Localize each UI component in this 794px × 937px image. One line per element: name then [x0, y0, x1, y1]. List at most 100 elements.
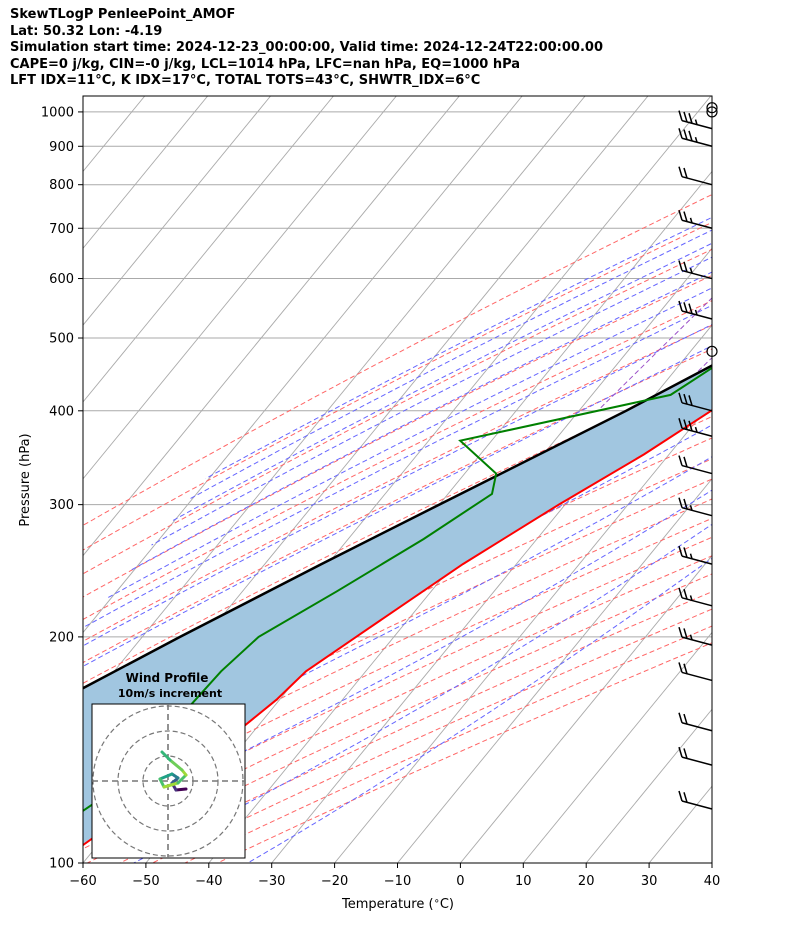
- y-tick-label: 800: [49, 178, 74, 193]
- wind-barb-flag: [678, 790, 683, 802]
- dry-adiabat-line: [152, 608, 712, 863]
- hodograph-subtitle: 10m/s increment: [118, 687, 222, 700]
- y-tick-label: 500: [49, 332, 74, 347]
- x-tick-label: −50: [132, 874, 159, 889]
- wind-barb-flag: [678, 587, 683, 599]
- stability-line: CAPE=0 j/kg, CIN=-0 j/kg, LCL=1014 hPa, …: [10, 56, 521, 72]
- wind-barbs: [678, 102, 718, 810]
- y-tick-label: 400: [49, 404, 74, 419]
- hodograph-trace-segment: [160, 750, 172, 762]
- y-tick-label: 900: [49, 140, 74, 155]
- wind-barb-flag: [683, 211, 688, 222]
- isotherm-line: [83, 96, 586, 711]
- wind-barb-half: [694, 119, 698, 125]
- wind-barb-staff: [681, 756, 713, 766]
- wind-barb-staff: [681, 402, 713, 412]
- time-line: Simulation start time: 2024-12-23_00:00:…: [10, 40, 603, 55]
- x-tick-label: 30: [641, 874, 658, 889]
- isotherm-line: [83, 96, 271, 326]
- wind-barb-staff: [681, 597, 713, 607]
- wind-barb-half: [689, 217, 693, 224]
- dry-adiabat-line: [119, 591, 712, 863]
- x-tick-label: 40: [704, 874, 721, 889]
- wind-barb-flag: [688, 130, 693, 142]
- isotherm-line: [145, 170, 712, 863]
- wind-barb-flag: [678, 260, 683, 271]
- dry-adiabat-line: [83, 193, 712, 526]
- wind-barb-flag: [683, 588, 688, 600]
- dry-adiabat-line: [83, 300, 712, 621]
- chart-title: SkewTLogP PenleePoint_AMOF: [10, 7, 236, 22]
- wind-barb-flag: [688, 420, 693, 432]
- isotherm-line: [460, 554, 712, 863]
- moist-adiabat-line: [106, 287, 712, 599]
- moist-adiabat-line: [205, 216, 712, 479]
- wind-barb-staff: [681, 506, 713, 517]
- index-line: LFT IDX=11°C, K IDX=17°C, TOTAL TOTS=43°…: [10, 73, 481, 88]
- y-tick-label: 200: [49, 630, 74, 645]
- moist-adiabat-line: [83, 489, 712, 835]
- wind-barb-flag: [683, 419, 688, 430]
- isotherm-line: [83, 96, 209, 250]
- hodograph-trace-segment: [176, 773, 188, 785]
- x-tick-label: −40: [195, 874, 222, 889]
- dry-adiabat-line: [217, 642, 712, 863]
- wind-barb-half: [694, 309, 698, 316]
- wind-barb-flag: [678, 110, 683, 121]
- isotherm-line: [711, 862, 712, 863]
- wind-barb-staff: [681, 310, 713, 320]
- mixing-ratio-line: [705, 404, 712, 412]
- wind-barb-flag: [678, 545, 683, 557]
- wind-barb-staff: [681, 427, 713, 437]
- y-axis-label: Pressure (hPa): [18, 433, 33, 526]
- isotherm-line: [585, 708, 712, 863]
- wind-barb-flag: [678, 626, 683, 638]
- wind-barb-flag: [683, 261, 688, 273]
- wind-barb-flag: [683, 547, 688, 558]
- wind-barb-flag: [678, 712, 683, 723]
- x-axis-label: Temperature (∘C): [341, 896, 454, 912]
- isotherm-line: [0, 96, 82, 863]
- moist-adiabat-line: [83, 345, 712, 667]
- dry-adiabat-line: [83, 221, 712, 551]
- hodograph-trace-segment: [158, 772, 174, 781]
- wind-barb-flag: [683, 129, 688, 140]
- wind-barb-flag: [683, 713, 688, 725]
- hodograph-trace-segment: [168, 758, 184, 772]
- wind-barb-half: [689, 267, 693, 274]
- mixing-ratio-line: [597, 297, 712, 412]
- wind-barb-flag: [683, 302, 688, 313]
- wind-barb-flag: [688, 113, 693, 124]
- moist-adiabat-line: [83, 456, 712, 789]
- wind-barb-flag: [678, 392, 683, 404]
- wind-barb-staff: [681, 636, 713, 646]
- wind-barb-staff: [681, 555, 713, 565]
- wind-barb-flag: [678, 300, 683, 312]
- wind-barb-flag: [678, 746, 683, 758]
- wind-barb-staff: [681, 219, 713, 229]
- y-tick-label: 300: [49, 498, 74, 513]
- dry-adiabat-line: [83, 274, 712, 598]
- x-tick-label: −10: [384, 874, 411, 889]
- wind-barb-half: [689, 505, 693, 511]
- mixing-ratio-line: [656, 357, 712, 412]
- wind-barb-half: [689, 595, 693, 601]
- wind-barb-staff: [681, 671, 713, 682]
- moist-adiabat-line: [189, 229, 712, 500]
- wind-barb-staff: [681, 269, 713, 280]
- wind-barb-half: [689, 553, 693, 559]
- parcel-line: [83, 364, 712, 690]
- wind-barb-half: [694, 136, 698, 143]
- wind-barb-flag: [683, 456, 688, 468]
- wind-barb-staff: [681, 119, 713, 130]
- isotherm-line: [83, 96, 397, 480]
- location-line: Lat: 50.32 Lon: -4.19: [10, 23, 163, 39]
- y-tick-label: 700: [49, 222, 74, 237]
- hodograph-title: Wind Profile: [126, 671, 209, 685]
- isotherm-line: [83, 96, 334, 403]
- moist-adiabat-line: [151, 256, 712, 546]
- isotherm-line: [83, 96, 523, 634]
- wind-barb-flag: [678, 128, 683, 139]
- wind-barb-flag: [678, 662, 683, 673]
